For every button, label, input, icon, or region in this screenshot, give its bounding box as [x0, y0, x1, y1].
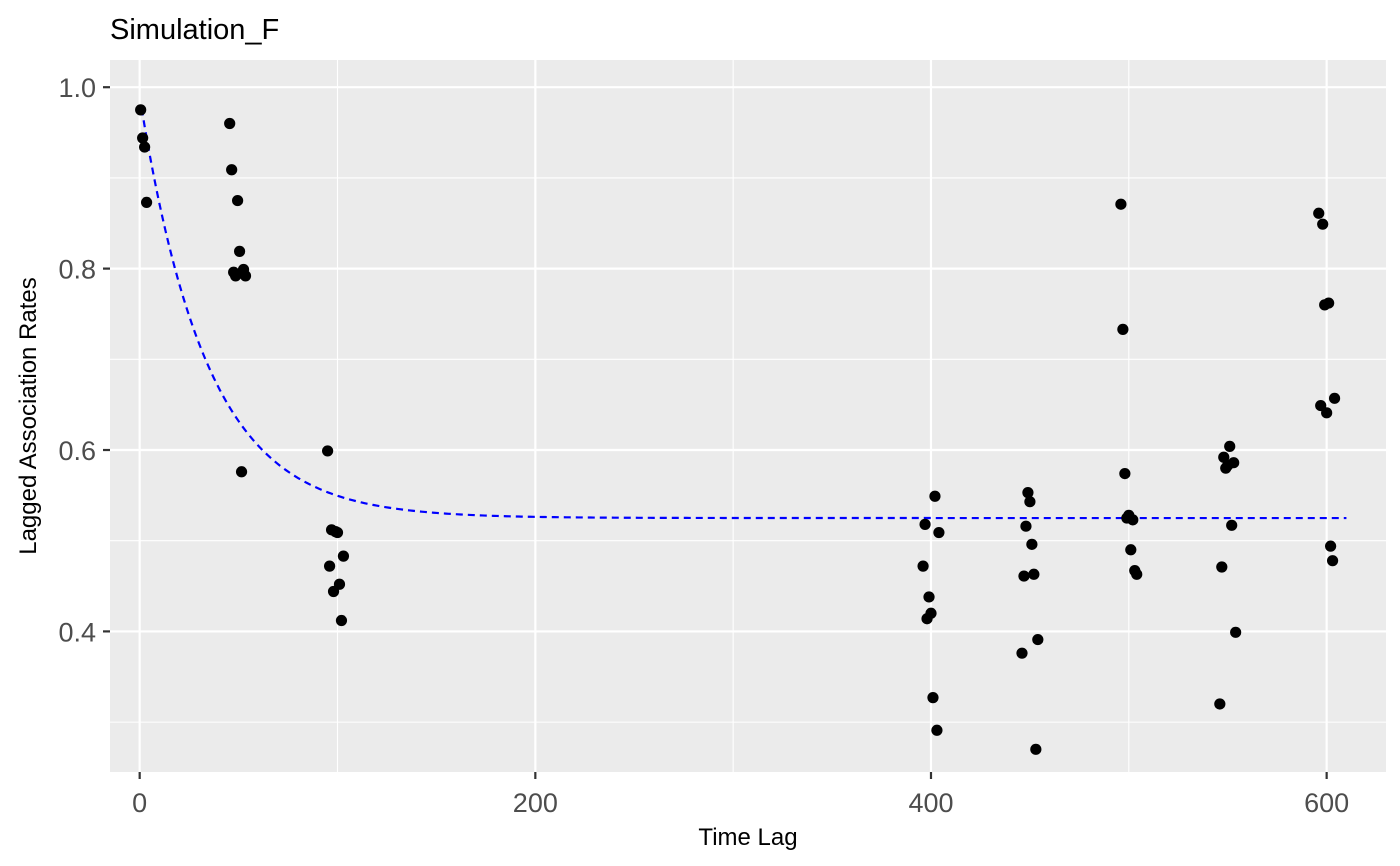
data-point	[226, 164, 238, 176]
data-point	[1224, 440, 1236, 452]
data-point	[333, 578, 346, 590]
fit-curve	[140, 108, 1347, 520]
minor-gridlines	[110, 60, 1386, 772]
data-point	[239, 270, 252, 282]
y-tick-label: 0.4	[58, 617, 96, 647]
data-point	[1018, 570, 1030, 582]
data-point	[335, 614, 348, 627]
data-point	[224, 117, 236, 130]
data-point	[917, 560, 929, 572]
x-tick-label: 600	[1304, 788, 1349, 818]
plot-panel	[110, 60, 1386, 772]
data-point	[235, 466, 248, 478]
data-point	[323, 560, 336, 572]
data-point	[1230, 626, 1242, 638]
y-axis-title: Lagged Association Rates	[15, 277, 42, 555]
data-point	[923, 591, 935, 603]
data-point	[1313, 207, 1325, 219]
data-point	[232, 194, 244, 207]
data-point	[1325, 540, 1337, 552]
major-gridlines	[110, 60, 1386, 772]
tick-labels: 0 200 400 600 0.4 0.6 0.8 1.0	[58, 73, 1349, 818]
data-point	[233, 245, 246, 257]
x-axis-title: Time Lag	[698, 824, 797, 851]
data-point	[1026, 538, 1038, 550]
data-point	[929, 490, 941, 502]
data-point	[137, 132, 149, 144]
data-point	[1117, 323, 1129, 335]
y-tick-label: 0.8	[58, 255, 96, 285]
chart-title: Simulation_F	[110, 14, 279, 46]
data-point	[1119, 467, 1131, 480]
data-point	[925, 607, 937, 619]
data-point	[1032, 633, 1044, 646]
data-point	[1323, 297, 1335, 309]
data-point	[337, 550, 350, 562]
x-tick-label: 400	[908, 788, 953, 818]
data-point	[1326, 555, 1339, 567]
data-point	[1228, 457, 1240, 469]
data-point	[1020, 520, 1032, 532]
data-point	[1216, 561, 1228, 573]
data-point	[1214, 698, 1226, 710]
data-point	[331, 526, 344, 539]
x-tick-label: 200	[513, 788, 558, 818]
data-point	[1226, 519, 1238, 531]
data-points	[135, 104, 1341, 755]
data-point	[1028, 568, 1040, 580]
data-point	[1127, 514, 1139, 526]
data-point	[322, 445, 334, 457]
data-point	[931, 724, 943, 736]
data-point	[1131, 568, 1143, 580]
data-point	[1030, 743, 1042, 755]
data-point	[1022, 487, 1034, 499]
data-point	[933, 526, 945, 539]
data-point	[919, 518, 931, 530]
x-tick-label: 0	[132, 788, 147, 818]
data-point	[927, 692, 939, 704]
data-point	[1321, 407, 1333, 419]
data-point	[135, 104, 147, 116]
y-tick-label: 0.6	[58, 436, 96, 466]
data-point	[140, 196, 153, 208]
fit-curve-layer	[140, 108, 1347, 520]
data-point	[1115, 198, 1127, 210]
y-tick-label: 1.0	[58, 73, 96, 103]
data-point	[1016, 647, 1028, 659]
data-point	[1125, 544, 1137, 556]
data-point	[1317, 218, 1329, 230]
axis-ticks	[103, 86, 1328, 779]
data-point	[139, 141, 151, 153]
data-point	[1024, 496, 1036, 508]
data-point	[230, 270, 242, 282]
data-point	[1328, 392, 1341, 404]
